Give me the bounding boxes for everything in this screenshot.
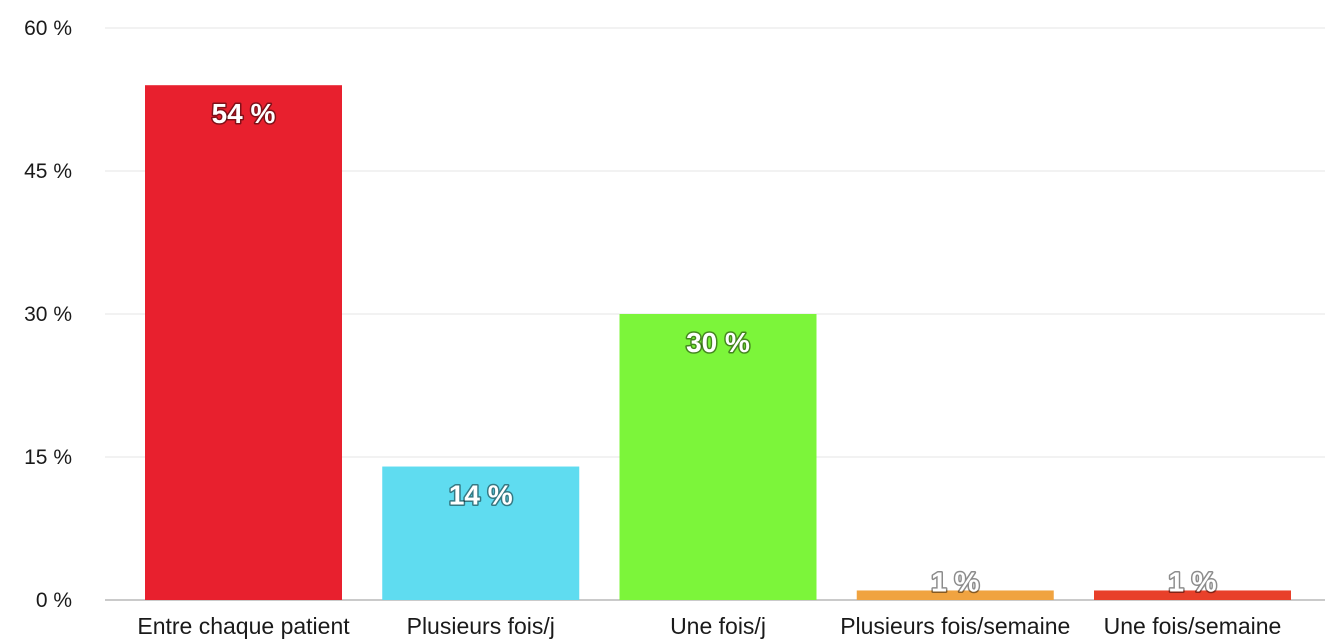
bar-value-label: 1 % [931, 566, 979, 597]
y-axis-tick-labels: 0 % 15 % 30 % 45 % 60 % [24, 17, 72, 612]
x-tick-label: Plusieurs fois/semaine [840, 613, 1070, 639]
y-tick-label: 0 % [36, 589, 72, 612]
y-tick-label: 30 % [24, 303, 72, 326]
y-tick-label: 45 % [24, 160, 72, 183]
x-tick-label: Une fois/j [670, 613, 766, 639]
bar-value-label: 54 % [212, 98, 276, 129]
y-tick-label: 60 % [24, 17, 72, 40]
x-tick-label: Entre chaque patient [137, 613, 350, 639]
bar [619, 314, 817, 600]
bar-value-label: 14 % [449, 480, 513, 511]
x-tick-label: Une fois/semaine [1104, 613, 1282, 639]
x-tick-label: Plusieurs fois/j [407, 613, 555, 639]
bar-value-label: 1 % [1168, 566, 1216, 597]
bar [145, 85, 342, 600]
bar-value-label: 30 % [686, 327, 750, 358]
y-tick-label: 15 % [24, 446, 72, 469]
bars [145, 85, 1291, 600]
bar [1094, 590, 1291, 600]
bar-value-labels: 54 % 14 % 30 % 1 % 1 % [210, 97, 1218, 599]
bar [856, 590, 1054, 600]
bar [382, 466, 580, 600]
x-axis-tick-labels: Entre chaque patient Plusieurs fois/j Une … [137, 613, 1281, 639]
